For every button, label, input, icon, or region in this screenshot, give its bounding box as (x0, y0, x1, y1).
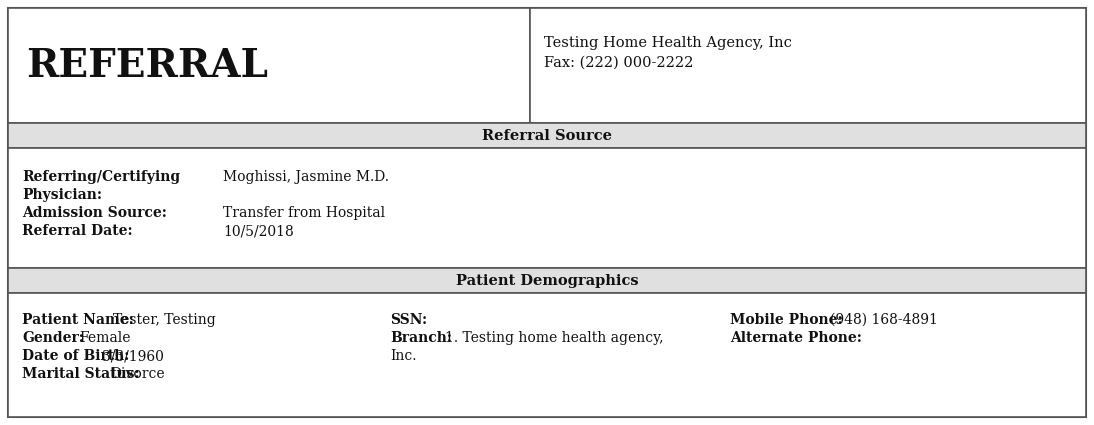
Text: Divorce: Divorce (110, 367, 164, 381)
Text: Alternate Phone:: Alternate Phone: (730, 331, 862, 345)
Text: REFERRAL: REFERRAL (26, 46, 268, 85)
Bar (8, 8, 529, 123)
Text: Branch:: Branch: (389, 331, 452, 345)
Text: Female: Female (79, 331, 130, 345)
Text: Patient Demographics: Patient Demographics (456, 274, 638, 287)
Text: Patient Name:: Patient Name: (22, 313, 133, 327)
Text: Inc.: Inc. (389, 349, 417, 363)
Text: Referring/Certifying: Referring/Certifying (22, 170, 181, 184)
Text: Fax: (222) 000-2222: Fax: (222) 000-2222 (544, 56, 694, 70)
Bar (8, 293, 1086, 417)
Text: SSN:: SSN: (389, 313, 427, 327)
Text: Admission Source:: Admission Source: (22, 206, 167, 220)
Bar (8, 148, 1086, 268)
Text: Physician:: Physician: (22, 188, 102, 202)
Text: Moghissi, Jasmine M.D.: Moghissi, Jasmine M.D. (223, 170, 389, 184)
Text: Date of Birth:: Date of Birth: (22, 349, 129, 363)
Bar (8, 268, 1086, 293)
Text: Transfer from Hospital: Transfer from Hospital (223, 206, 385, 220)
Text: Testing Home Health Agency, Inc: Testing Home Health Agency, Inc (544, 36, 792, 50)
Text: Gender:: Gender: (22, 331, 84, 345)
Text: (948) 168-4891: (948) 168-4891 (830, 313, 938, 327)
Text: Marital Status:: Marital Status: (22, 367, 140, 381)
Text: Referral Date:: Referral Date: (22, 224, 132, 238)
Text: 3/3/1960: 3/3/1960 (102, 349, 164, 363)
Text: 1. Testing home health agency,: 1. Testing home health agency, (445, 331, 663, 345)
Text: Mobile Phone:: Mobile Phone: (730, 313, 842, 327)
Text: Tester, Testing: Tester, Testing (113, 313, 216, 327)
Text: 10/5/2018: 10/5/2018 (223, 224, 294, 238)
Bar (8, 123, 1086, 148)
Text: Referral Source: Referral Source (482, 128, 612, 142)
Bar (529, 8, 1086, 123)
